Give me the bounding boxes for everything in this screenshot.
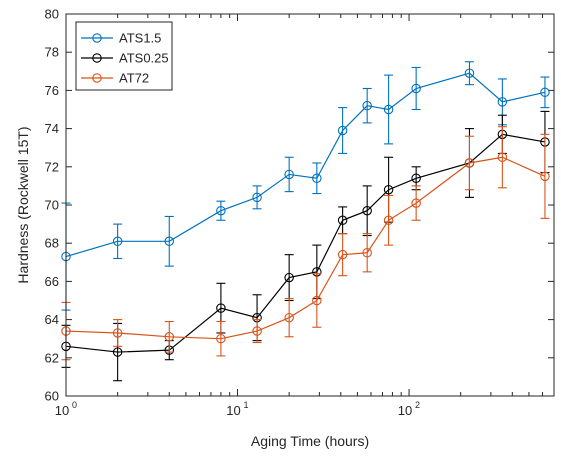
x-tick-label: 10 [55, 403, 69, 418]
legend-label: AT72 [119, 71, 149, 86]
data-point [112, 347, 123, 357]
data-point [464, 68, 475, 78]
data-point [284, 169, 294, 180]
data-point [337, 215, 348, 226]
data-point [216, 333, 226, 344]
data-point [337, 249, 348, 260]
x-axis-label: Aging Time (hours) [251, 433, 369, 449]
data-point [112, 236, 123, 247]
data-point [411, 173, 421, 184]
data-point [164, 236, 175, 247]
y-tick-label: 66 [45, 274, 59, 289]
x-tick-exponent: 2 [415, 400, 420, 410]
data-point [216, 303, 226, 313]
data-point [252, 192, 262, 203]
data-point [216, 205, 226, 216]
data-point [540, 171, 550, 182]
y-tick-label: 72 [45, 159, 59, 174]
x-tick-label: 10 [398, 403, 412, 418]
legend-label: ATS0.25 [119, 51, 169, 66]
data-point [411, 198, 421, 208]
data-point [362, 205, 372, 216]
y-tick-label: 64 [45, 312, 59, 327]
data-point [252, 326, 262, 336]
y-tick-label: 80 [45, 7, 59, 22]
data-point [337, 125, 348, 136]
series-line [65, 156, 546, 340]
x-tick-label: 10 [226, 403, 240, 418]
data-point [383, 215, 394, 226]
data-point [540, 87, 550, 98]
data-point [497, 152, 508, 163]
data-point [312, 295, 322, 306]
data-point [312, 173, 322, 184]
series-layer [61, 61, 550, 382]
y-tick-label: 74 [45, 121, 59, 136]
data-point [362, 248, 372, 258]
y-tick-label: 62 [45, 350, 59, 365]
x-tick-exponent: 0 [72, 400, 77, 410]
y-tick-label: 60 [45, 389, 59, 404]
data-point [383, 184, 394, 195]
data-point [411, 83, 421, 94]
legend-marker [92, 73, 102, 83]
plot-frame [65, 13, 555, 397]
y-tick-label: 68 [45, 236, 59, 251]
data-point [464, 158, 475, 168]
y-tick-label: 70 [45, 198, 59, 213]
legend: ATS1.5 ATS0.25 AT72 [75, 21, 173, 91]
y-axis-label: Hardness (Rockwell 15T) [15, 126, 31, 283]
data-point [284, 312, 294, 323]
y-tick-label: 78 [45, 45, 59, 60]
data-point [362, 100, 372, 111]
data-point [383, 104, 394, 115]
legend-marker [92, 33, 102, 43]
series-line [65, 72, 546, 258]
data-point [112, 328, 123, 338]
legend-box [75, 21, 173, 91]
legend-marker [92, 53, 102, 63]
legend-label: ATS1.5 [119, 31, 161, 46]
x-tick-exponent: 1 [244, 400, 249, 410]
data-point [497, 97, 508, 107]
series-line [65, 133, 546, 353]
data-point [284, 272, 294, 283]
data-point [164, 332, 175, 342]
series-AT72 [61, 126, 550, 361]
y-tick-label: 76 [45, 83, 59, 98]
